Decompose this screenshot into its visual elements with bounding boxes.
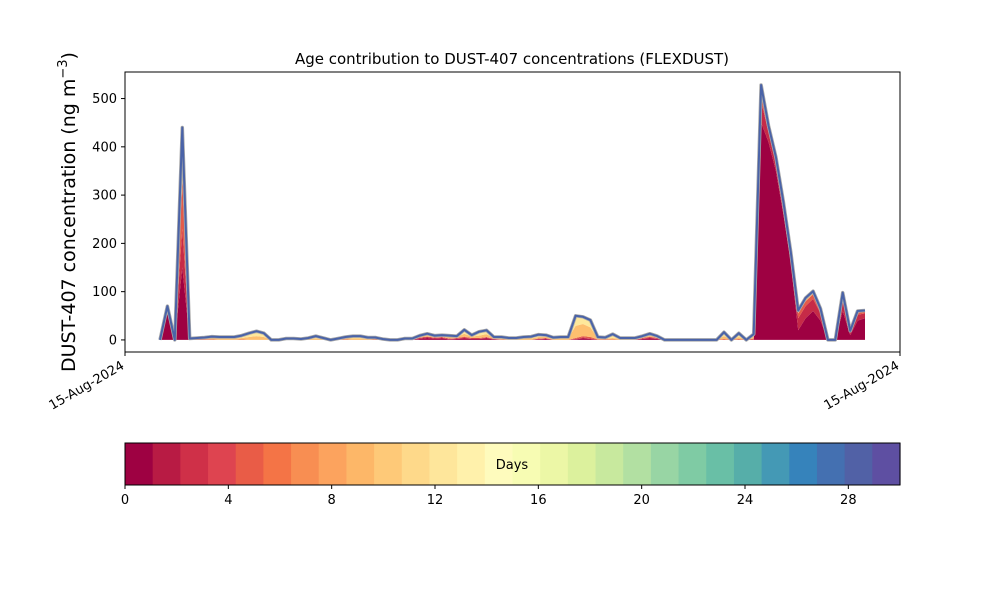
- colorbar-cell: [401, 443, 431, 485]
- y-tick-label: 300: [92, 189, 117, 204]
- total-concentration-line: [159, 84, 866, 341]
- y-axis-label-suffix: ): [58, 52, 80, 59]
- colorbar-tick-label: 8: [328, 493, 336, 508]
- colorbar-tick-label: 24: [737, 493, 754, 508]
- x-axis: 15-Aug-2024 15-Aug-2024: [47, 352, 902, 414]
- y-axis-label-text: DUST-407 concentration (ng m: [58, 79, 80, 372]
- colorbar-cell: [180, 443, 209, 485]
- colorbar-cell: [540, 443, 569, 485]
- y-axis-label: DUST-407 concentration (ng m−3): [56, 52, 80, 372]
- colorbar-cell: [125, 443, 154, 485]
- colorbar-cells: [125, 443, 901, 485]
- colorbar-cell: [567, 443, 597, 485]
- colorbar-cell: [429, 443, 458, 485]
- colorbar-cell: [595, 443, 624, 485]
- colorbar-cell: [816, 443, 846, 485]
- x-tick-label: 15-Aug-2024: [822, 358, 902, 413]
- plot-frame: [124, 71, 901, 353]
- colorbar-cell: [623, 443, 652, 485]
- svg-text:DUST-407 concentration (ng m−3: DUST-407 concentration (ng m−3): [56, 52, 80, 372]
- colorbar-frame: [124, 442, 901, 486]
- colorbar-tick-label: 4: [224, 493, 232, 508]
- colorbar-tick-label: 20: [633, 493, 650, 508]
- colorbar-cell: [678, 443, 707, 485]
- colorbar-axis: 0 4 8 12 16 20 24 28: [121, 485, 857, 508]
- colorbar-tick-label: 0: [121, 493, 129, 508]
- colorbar-cell: [346, 443, 375, 485]
- colorbar-cell: [291, 443, 320, 485]
- colorbar-cell: [263, 443, 292, 485]
- y-tick-label: 200: [92, 237, 117, 252]
- colorbar-cell: [706, 443, 735, 485]
- colorbar-tick-label: 16: [530, 493, 547, 508]
- colorbar-cell: [152, 443, 181, 485]
- y-axis: 0 100 200 300 400 500: [92, 92, 125, 348]
- chart-title: Age contribution to DUST-407 concentrati…: [295, 50, 729, 68]
- colorbar-cell: [733, 443, 763, 485]
- colorbar-cell: [844, 443, 873, 485]
- plot-area: [124, 71, 901, 353]
- colorbar-cell: [650, 443, 680, 485]
- colorbar-cell: [484, 443, 514, 485]
- y-axis-label-exponent: −3: [56, 59, 71, 78]
- age-area-0: [160, 122, 865, 340]
- colorbar-cell: [235, 443, 264, 485]
- area-series-layers: [160, 85, 865, 340]
- y-tick-label: 100: [92, 285, 117, 300]
- colorbar-cell: [318, 443, 348, 485]
- y-tick-label: 500: [92, 92, 117, 107]
- colorbar: Days 0 4 8 12 16 20 24 28: [121, 442, 901, 508]
- colorbar-label: Days: [496, 458, 529, 473]
- colorbar-cell: [872, 443, 901, 485]
- colorbar-cell: [789, 443, 818, 485]
- total-concentration-layer: [158, 83, 866, 342]
- colorbar-cell: [457, 443, 486, 485]
- colorbar-tick-label: 12: [427, 493, 444, 508]
- y-tick-label: 400: [92, 140, 117, 155]
- y-tick-label: 0: [109, 333, 117, 348]
- colorbar-tick-label: 28: [840, 493, 857, 508]
- colorbar-cell: [208, 443, 237, 485]
- colorbar-cell: [512, 443, 541, 485]
- colorbar-cell: [761, 443, 790, 485]
- colorbar-cell: [374, 443, 403, 485]
